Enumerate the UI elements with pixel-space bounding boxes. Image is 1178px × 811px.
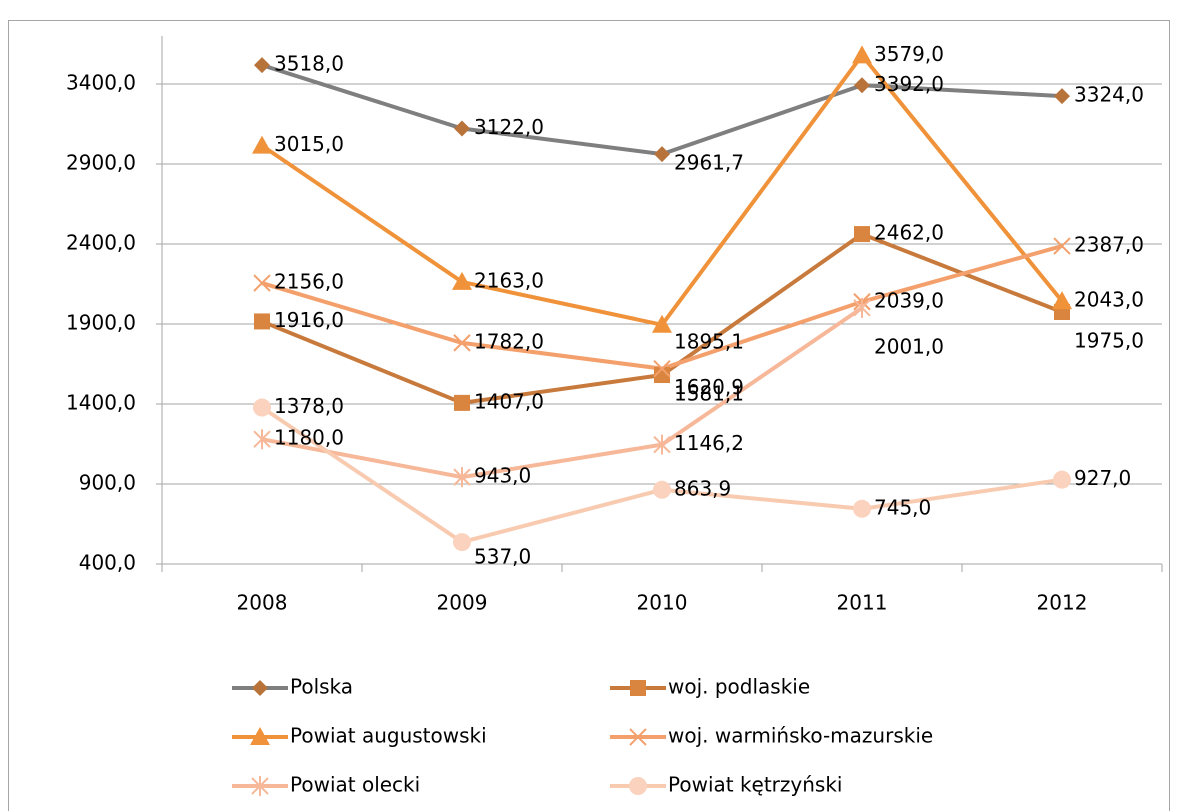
data-point [253,274,271,292]
data-label: 863,9 [674,476,731,500]
y-tick-label: 400,0 [79,551,136,575]
data-point [453,467,471,488]
data-label: 3324,0 [1074,83,1144,107]
legend-marker [252,680,268,696]
data-label: 1581,1 [674,382,744,406]
legend-label: woj. warmińsko-mazurskie [668,724,933,748]
x-tick-label: 2012 [1037,591,1088,615]
data-label: 2156,0 [274,270,344,294]
data-point [653,434,671,455]
data-label: 1895,1 [674,329,744,353]
data-point [852,45,872,64]
data-label: 3015,0 [274,132,344,156]
data-label: 2043,0 [1074,288,1144,312]
data-label: 1146,2 [674,431,744,455]
data-point [454,120,470,137]
data-point [653,359,671,378]
data-point [454,394,470,411]
legend-label: woj. podlaskie [668,675,810,699]
data-label: 3392,0 [874,72,944,96]
data-point [652,314,672,333]
data-label: 2961,7 [674,151,744,175]
series-line [261,306,864,480]
data-point [254,57,270,74]
data-point [1054,88,1070,105]
legend-marker [630,680,646,696]
data-label: 2163,0 [474,268,544,292]
x-tick-label: 2010 [637,591,688,615]
data-label: 2462,0 [874,221,944,245]
data-label: 943,0 [474,464,531,488]
data-point [254,313,270,330]
data-point [854,226,870,243]
legend-marker [629,777,647,795]
data-label: 3579,0 [874,42,944,66]
y-tick-label: 1900,0 [66,311,136,335]
legend-marker [629,728,647,746]
data-label: 537,0 [474,545,531,569]
data-point [253,429,271,450]
y-tick-label: 2900,0 [66,151,136,175]
legend-marker [251,776,269,796]
data-point [853,499,871,518]
data-point [452,271,472,290]
data-label: 2001,0 [874,334,944,358]
legend-label: Polska [290,675,353,699]
y-tick-label: 2400,0 [66,231,136,255]
data-label: 745,0 [874,495,931,519]
data-label: 3122,0 [474,115,544,139]
data-label: 1620,9 [674,375,744,399]
data-point [252,135,272,154]
data-point [1052,291,1072,310]
x-tick-label: 2011 [837,591,888,615]
data-point [453,533,471,552]
data-label: 1916,0 [274,308,344,332]
data-point [654,367,670,384]
data-label: 3518,0 [274,52,344,76]
legend-label: Powiat olecki [290,773,420,797]
y-tick-label: 1400,0 [66,391,136,415]
legend-label: Powiat augustowski [290,724,487,748]
data-point [453,334,471,352]
data-label: 1975,0 [1074,329,1144,353]
data-label: 1180,0 [274,426,344,450]
data-point [253,398,271,417]
data-label: 1407,0 [474,389,544,413]
data-label: 2039,0 [874,288,944,312]
data-label: 927,0 [1074,466,1131,490]
x-tick-label: 2008 [237,591,288,615]
data-point [853,297,871,318]
chart-frame [8,20,1170,811]
x-tick-label: 2009 [437,591,488,615]
legend-label: Powiat kętrzyński [668,773,842,797]
data-point [1053,470,1071,489]
y-tick-label: 900,0 [79,471,136,495]
data-point [854,77,870,94]
data-label: 1782,0 [474,329,544,353]
legend-marker [250,727,270,745]
y-tick-label: 3400,0 [66,71,136,95]
data-point [653,480,671,499]
data-point [1053,237,1071,255]
data-label: 1378,0 [274,394,344,418]
data-label: 2387,0 [1074,233,1144,257]
data-point [654,146,670,163]
